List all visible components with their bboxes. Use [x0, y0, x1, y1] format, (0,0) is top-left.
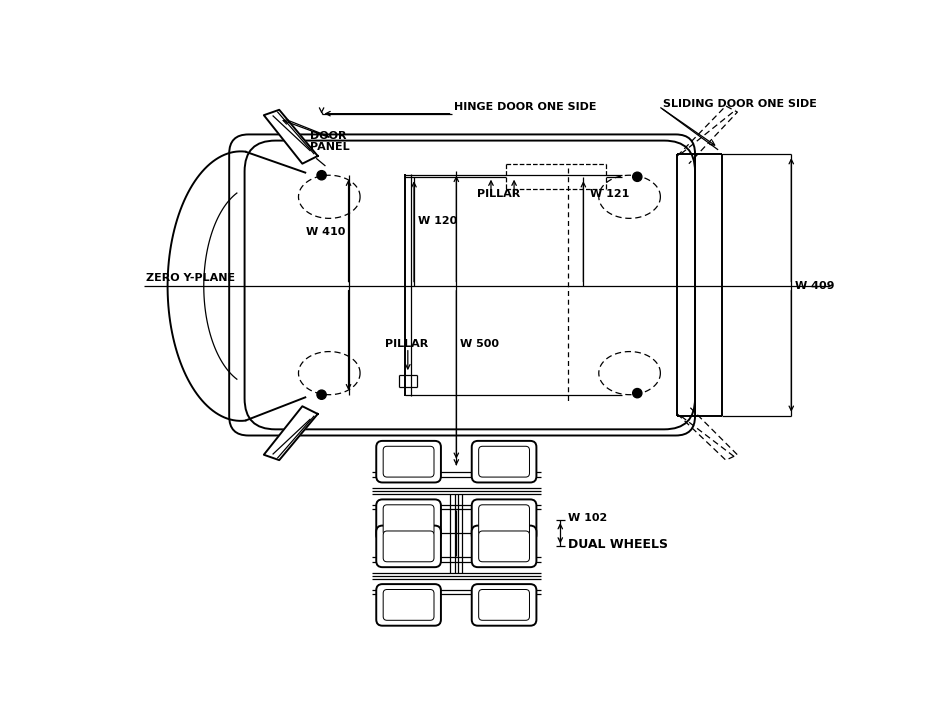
- Text: W 500: W 500: [460, 339, 499, 349]
- Text: SLIDING DOOR ONE SIDE: SLIDING DOOR ONE SIDE: [663, 100, 817, 110]
- FancyBboxPatch shape: [245, 140, 695, 430]
- Circle shape: [633, 172, 642, 181]
- FancyBboxPatch shape: [479, 589, 529, 620]
- FancyBboxPatch shape: [479, 446, 529, 477]
- FancyBboxPatch shape: [376, 441, 441, 483]
- Text: W 121: W 121: [589, 189, 629, 199]
- Circle shape: [317, 170, 327, 180]
- FancyBboxPatch shape: [376, 526, 441, 567]
- FancyBboxPatch shape: [383, 446, 434, 477]
- FancyBboxPatch shape: [383, 531, 434, 562]
- Text: PILLAR: PILLAR: [385, 339, 427, 349]
- FancyBboxPatch shape: [472, 526, 536, 567]
- Text: W 410: W 410: [307, 227, 346, 237]
- Text: W 120: W 120: [418, 216, 457, 226]
- Text: W 102: W 102: [568, 513, 607, 523]
- Circle shape: [317, 390, 327, 400]
- Text: ZERO Y-PLANE: ZERO Y-PLANE: [146, 274, 235, 284]
- FancyBboxPatch shape: [376, 500, 441, 541]
- FancyBboxPatch shape: [479, 505, 529, 536]
- Polygon shape: [264, 406, 318, 460]
- Text: PILLAR: PILLAR: [477, 190, 521, 200]
- FancyBboxPatch shape: [472, 500, 536, 541]
- FancyBboxPatch shape: [376, 584, 441, 626]
- FancyBboxPatch shape: [472, 441, 536, 483]
- Text: W 409: W 409: [795, 281, 835, 291]
- FancyBboxPatch shape: [383, 505, 434, 536]
- Text: HINGE DOOR ONE SIDE: HINGE DOOR ONE SIDE: [454, 102, 597, 112]
- Polygon shape: [264, 110, 318, 164]
- FancyBboxPatch shape: [383, 589, 434, 620]
- FancyBboxPatch shape: [472, 584, 536, 626]
- Circle shape: [633, 389, 642, 398]
- Text: DOOR
PANEL: DOOR PANEL: [310, 130, 349, 153]
- Text: DUAL WHEELS: DUAL WHEELS: [568, 538, 668, 551]
- FancyBboxPatch shape: [479, 531, 529, 562]
